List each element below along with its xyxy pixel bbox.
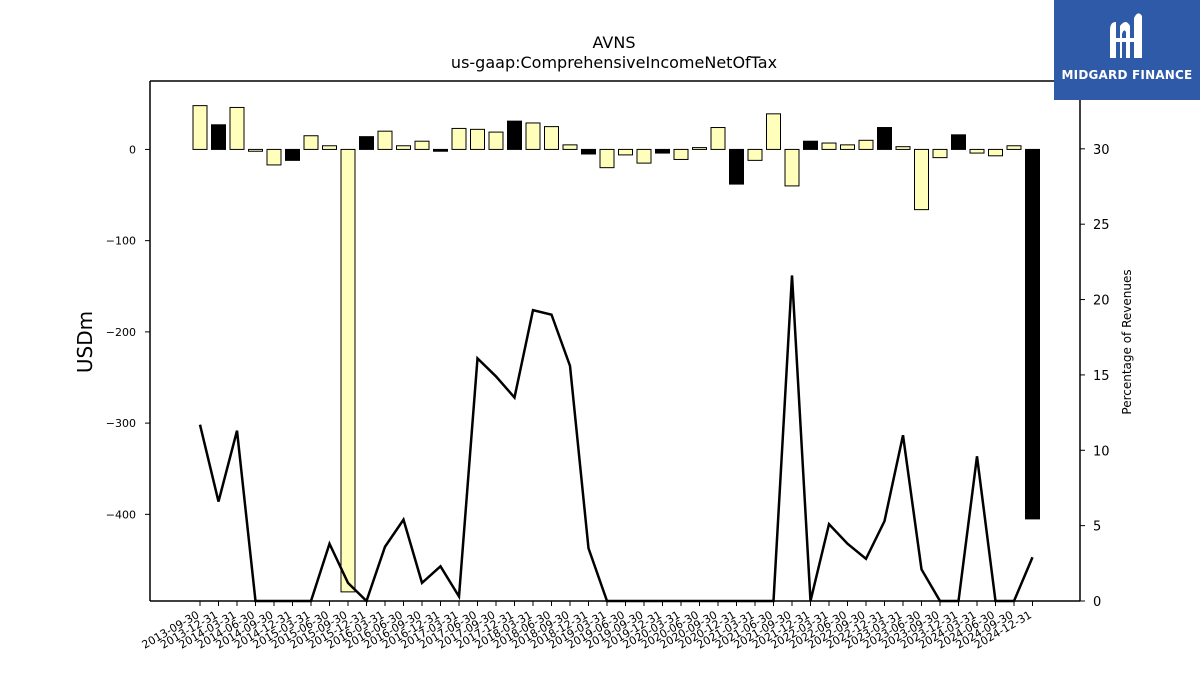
bar-2016-03-31 <box>377 130 393 150</box>
bar-2024-03-31 <box>969 148 985 154</box>
bar-2019-12-31 <box>655 148 670 154</box>
right-axis-ticks: 0 5 10 15 20 25 30 <box>1080 143 1110 610</box>
chart-title: AVNS <box>593 33 636 52</box>
chart-subtitle: us-gaap:ComprehensiveIncomeNetOfTax <box>451 53 777 72</box>
left-tick-label: −400 <box>106 508 136 521</box>
bar-2016-09-30 <box>414 140 430 150</box>
left-tick-label: −100 <box>106 235 136 248</box>
bar-2022-06-30 <box>840 144 855 150</box>
bar-2017-09-30 <box>488 131 504 150</box>
bar-2018-06-30 <box>544 126 559 150</box>
logo-text: MIDGARD FINANCE <box>1061 68 1193 82</box>
percent-line <box>198 275 1034 604</box>
left-tick-label: −300 <box>106 417 136 430</box>
right-tick-label: 10 <box>1093 444 1110 459</box>
bar-2021-03-31 <box>747 148 763 161</box>
bar-2015-03-31 <box>303 135 319 150</box>
percent-line-series <box>198 275 1034 604</box>
bar-2016-12-31 <box>433 148 448 152</box>
right-tick-label: 30 <box>1093 143 1110 158</box>
bar-2024-06-30 <box>988 148 1003 157</box>
y-axis-label-left: USDm <box>73 311 97 373</box>
right-tick-label: 15 <box>1093 369 1110 384</box>
bar-2024-12-31 <box>1025 148 1040 520</box>
bar-2019-06-30 <box>618 148 633 156</box>
bar-2020-06-30 <box>692 147 707 150</box>
x-axis-ticks: 2013-09-302013-12-312014-03-312014-06-30… <box>140 601 1034 652</box>
bar-2018-03-31 <box>525 122 541 150</box>
right-tick-label: 5 <box>1093 520 1101 535</box>
bar-2023-06-30 <box>914 148 929 211</box>
bar-2023-09-30 <box>932 148 948 159</box>
right-tick-label: 0 <box>1093 595 1101 610</box>
bar-2015-09-30 <box>340 148 356 593</box>
left-tick-label: −200 <box>106 326 136 339</box>
bar-2015-12-31 <box>359 136 374 150</box>
left-tick-label: 0 <box>129 143 136 156</box>
bar-series <box>192 105 1040 593</box>
bar-2014-12-31 <box>285 148 300 161</box>
bar-2023-03-31 <box>895 146 911 150</box>
bar-2021-12-31 <box>803 140 818 150</box>
bar-2014-03-31 <box>229 106 245 150</box>
bar-2024-09-30 <box>1006 145 1022 150</box>
bar-2017-06-30 <box>470 128 485 150</box>
bar-2018-09-30 <box>562 144 578 150</box>
bar-2020-03-31 <box>673 148 689 160</box>
y-axis-label-right: Percentage of Revenues <box>1120 269 1134 414</box>
bar-2022-12-31 <box>877 127 892 150</box>
midgard-finance-logo: MIDGARD FINANCE <box>1054 0 1200 100</box>
bar-2013-12-31 <box>211 124 226 150</box>
bar-2014-06-30 <box>248 148 263 152</box>
bar-2017-12-31 <box>507 120 522 150</box>
bar-2022-03-31 <box>821 142 837 150</box>
bar-2022-09-30 <box>858 139 874 150</box>
bar-2019-09-30 <box>636 148 652 164</box>
bar-2013-09-30 <box>192 105 208 150</box>
bar-2017-03-31 <box>451 127 467 150</box>
bar-2014-09-30 <box>266 148 282 166</box>
bar-2016-06-30 <box>396 145 411 150</box>
bar-2018-12-31 <box>581 148 596 155</box>
bar-2020-09-30 <box>710 127 726 150</box>
right-tick-label: 20 <box>1093 294 1110 309</box>
axes-frame <box>149 80 1081 602</box>
bar-2023-12-31 <box>951 134 966 150</box>
bar-2021-06-30 <box>766 113 781 150</box>
bar-2020-12-31 <box>729 148 744 185</box>
bar-2015-06-30 <box>322 145 337 150</box>
bar-2019-03-31 <box>599 148 615 169</box>
midgard-logo-icon <box>1110 13 1142 58</box>
left-axis-ticks: 0 −100 −200 −300 −400 <box>106 143 150 521</box>
right-tick-label: 25 <box>1093 218 1110 233</box>
bar-2021-09-30 <box>784 148 800 187</box>
